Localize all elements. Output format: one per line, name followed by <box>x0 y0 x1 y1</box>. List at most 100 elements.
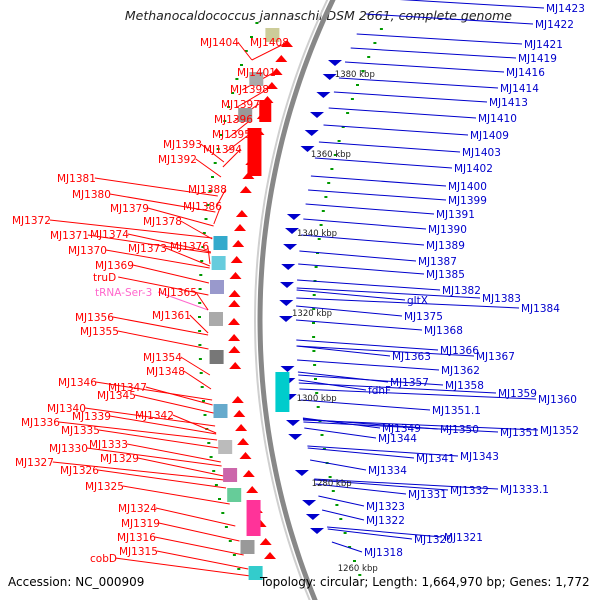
position-tick <box>339 518 343 520</box>
position-tick <box>201 246 205 248</box>
right-connector-line <box>296 305 403 317</box>
left-gene-label: MJ1365 <box>158 287 197 299</box>
left-connector-line <box>156 550 249 570</box>
position-tick <box>198 344 202 346</box>
forward-gene-arrow <box>235 424 248 431</box>
reverse-gene-arrow <box>300 146 315 152</box>
position-tick <box>356 84 359 86</box>
right-connector-line <box>327 528 413 540</box>
annotation-block <box>248 566 263 580</box>
right-gene-label: MJ1341 <box>416 453 455 465</box>
right-connector-line <box>304 427 377 439</box>
right-gene-label: MJ1413 <box>489 97 528 109</box>
right-gene-label: MJ1332 <box>450 485 489 497</box>
reverse-gene-arrow <box>294 470 309 476</box>
right-connector-line <box>328 107 477 119</box>
right-gene-label: MJ1390 <box>428 224 467 236</box>
genome-stats-text: Topology: circular; Length: 1,664,970 bp… <box>260 575 590 589</box>
annotation-block <box>213 236 228 250</box>
kbp-scale-label: 1260 kbp <box>338 564 378 574</box>
left-gene-label: MJ1336 <box>21 417 60 429</box>
left-connector-line <box>134 394 214 414</box>
position-tick <box>200 260 204 262</box>
position-tick <box>319 224 323 226</box>
right-gene-label: MJ1321 <box>444 532 483 544</box>
left-gene-label: MJ1380 <box>72 189 111 201</box>
left-gene-label: cobD <box>90 553 117 565</box>
left-gene-label: MJ1397 <box>221 99 260 111</box>
right-connector-line <box>297 279 441 291</box>
position-tick <box>320 434 324 436</box>
position-tick <box>321 210 325 212</box>
forward-gene-arrow <box>228 300 241 307</box>
position-tick <box>346 112 350 114</box>
left-connector-line <box>95 381 213 401</box>
position-tick <box>353 560 356 562</box>
right-connector-line <box>308 189 447 201</box>
left-connector-line <box>49 219 213 239</box>
left-gene-label: MJ1376 <box>170 241 209 253</box>
right-gene-label: MJ1318 <box>364 547 403 559</box>
right-connector-line <box>298 263 425 275</box>
left-connector-line <box>98 429 219 449</box>
right-gene-label: MJ1423 <box>546 3 585 15</box>
position-tick <box>224 526 228 528</box>
left-gene-label: MJ1319 <box>121 518 160 530</box>
position-tick <box>312 294 316 296</box>
left-gene-label: MJ1393 <box>163 139 202 151</box>
left-gene-label: MJ1339 <box>72 411 111 423</box>
position-tick <box>198 288 202 290</box>
position-tick <box>312 322 315 324</box>
right-connector-line <box>333 91 488 103</box>
left-gene-label: MJ1340 <box>47 403 86 415</box>
forward-gene-arrow <box>233 410 246 417</box>
left-connector-line <box>225 133 251 153</box>
right-connector-line <box>344 61 505 73</box>
left-gene-label: MJ1330 <box>49 443 88 455</box>
right-gene-label: MJ1367 <box>476 351 515 363</box>
left-gene-label: MJ1398 <box>230 84 269 96</box>
reverse-gene-arrow <box>285 228 299 234</box>
right-connector-line <box>318 495 365 507</box>
position-tick <box>312 350 316 352</box>
right-connector-line <box>296 345 475 357</box>
right-gene-label: MJ1357 <box>390 377 429 389</box>
right-gene-label: MJ1389 <box>426 240 465 252</box>
right-connector-line <box>303 421 499 433</box>
position-tick <box>361 70 365 72</box>
position-tick <box>208 190 212 192</box>
left-gene-label: MJ1396 <box>214 114 253 126</box>
position-tick <box>204 218 208 220</box>
forward-gene-arrow <box>229 362 242 369</box>
forward-gene-arrow <box>239 186 252 193</box>
position-tick <box>199 274 203 276</box>
right-connector-line <box>318 141 461 153</box>
left-connector-line <box>132 264 210 284</box>
left-gene-label: MJ1394 <box>203 144 242 156</box>
annotation-block <box>265 28 280 42</box>
right-gene-label: MJ1391 <box>436 209 475 221</box>
annotation-block <box>211 256 226 270</box>
right-connector-line <box>314 157 453 169</box>
right-gene-label: MJ1349 <box>382 423 421 435</box>
position-tick <box>212 470 216 472</box>
left-connector-line <box>207 245 211 265</box>
right-connector-line <box>314 479 449 491</box>
position-tick <box>214 484 218 486</box>
right-connector-line <box>299 388 537 400</box>
position-tick <box>343 532 347 534</box>
position-tick <box>337 140 341 142</box>
right-gene-label: MJ1344 <box>378 433 417 445</box>
left-gene-label: MJ1371 <box>50 230 89 242</box>
position-tick <box>313 364 317 366</box>
right-gene-label: MJ1343 <box>460 451 499 463</box>
position-tick <box>367 56 371 58</box>
kbp-scale-label: 1300 kbp <box>297 394 337 404</box>
left-connector-line <box>195 158 222 178</box>
position-tick <box>216 148 220 150</box>
position-tick <box>221 512 225 514</box>
position-tick <box>240 64 243 66</box>
annotation-block <box>210 280 224 294</box>
left-gene-label: MJ1333 <box>89 439 128 451</box>
